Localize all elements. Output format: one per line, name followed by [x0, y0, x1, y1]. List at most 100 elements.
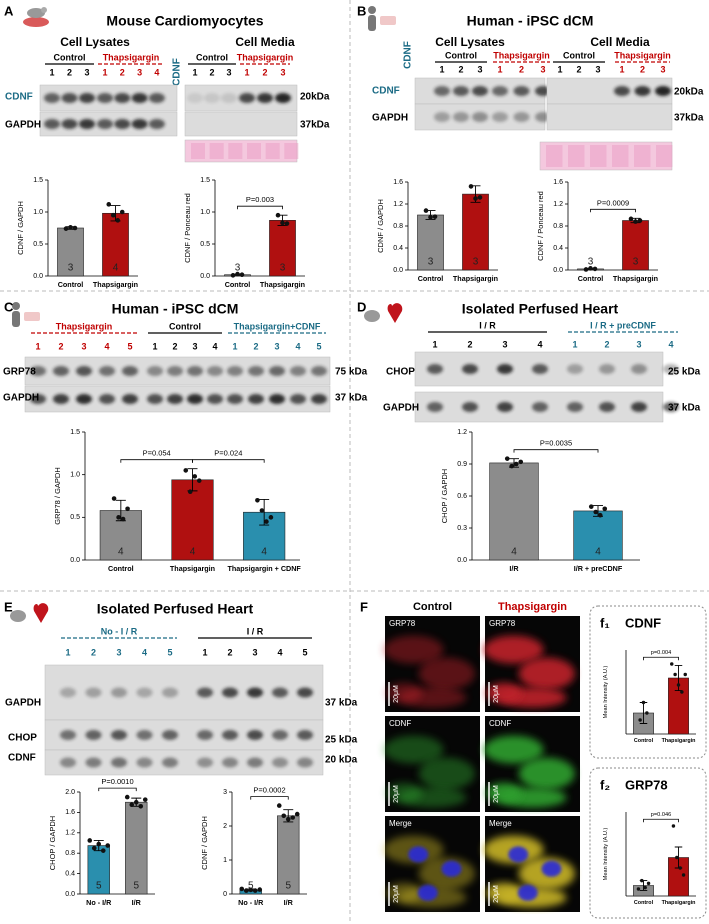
panel-label: C [4, 299, 14, 314]
ponceau-lane [634, 145, 651, 167]
data-point [509, 463, 515, 469]
blot-band [114, 119, 131, 129]
blot-band [311, 394, 327, 404]
group-label: Thapsigargin [493, 50, 550, 60]
x-tick-label: Control [225, 280, 251, 289]
p-value: P=0.0010 [101, 777, 133, 786]
lane-label: 2 [576, 64, 581, 74]
data-point [636, 887, 641, 891]
blot-band [111, 757, 127, 768]
nucleus [541, 860, 562, 877]
data-point [285, 816, 291, 822]
blot-band [532, 402, 548, 412]
lane-label: 2 [640, 64, 645, 74]
ponceau-lane [228, 143, 243, 159]
blot-band [79, 119, 95, 129]
blot-band [269, 394, 285, 404]
n-label: 3 [280, 263, 286, 274]
y-tick-label: 0.4 [393, 245, 403, 252]
data-point [275, 212, 281, 218]
y-tick-label: 0.4 [553, 245, 563, 252]
y-tick-label: 0.0 [457, 557, 467, 564]
data-point [640, 878, 644, 883]
nucleus [417, 884, 438, 901]
data-point [678, 866, 682, 870]
x-tick-label: Thapsigargin [93, 280, 138, 289]
data-point [423, 208, 429, 213]
data-point [671, 824, 676, 828]
n-label: 3 [473, 257, 479, 268]
lane-label: 1 [244, 67, 249, 77]
blot-band [60, 730, 76, 740]
x-tick-label: Control [634, 900, 654, 906]
panel-title: Human - iPSC dCM [467, 13, 594, 29]
row-label: CDNF [5, 92, 33, 103]
group-label: I / R [247, 626, 264, 636]
cell-signal [486, 682, 522, 703]
blot-band [197, 757, 213, 768]
blot-band [99, 394, 115, 404]
group-label: I / R + preCDNF [590, 320, 656, 330]
blot-band [472, 112, 488, 122]
data-point [243, 888, 249, 893]
scale-bar-label: 20μM [393, 885, 400, 903]
group-label: Control [169, 321, 201, 331]
blot-band [614, 86, 630, 96]
subpanel-box [589, 767, 707, 919]
data-point [602, 506, 608, 512]
row-label: CHOP [386, 367, 415, 378]
ponceau-lane [656, 145, 673, 167]
nucleus [517, 884, 538, 901]
cell-signal [383, 735, 444, 764]
data-point [597, 512, 603, 518]
blot-band [297, 730, 313, 740]
human-icon [12, 302, 40, 327]
stain-label: CDNF [489, 719, 511, 728]
lane-label: 1 [152, 341, 157, 351]
lane-label: 2 [209, 67, 214, 77]
blot-band [85, 730, 102, 740]
x-tick-label: Control [58, 280, 84, 289]
data-point [583, 267, 589, 272]
data-point [638, 718, 642, 722]
data-point [428, 214, 433, 220]
blot-band [462, 364, 478, 374]
lane-label: 3 [274, 341, 279, 351]
kda-label: 37kDa [300, 120, 330, 131]
data-point [248, 887, 254, 893]
panel-title: Isolated Perfused Heart [462, 301, 619, 317]
y-tick-label: 0.5 [33, 241, 43, 248]
lane-label: 3 [502, 339, 507, 349]
lane-label: 2 [120, 67, 125, 77]
bar [622, 220, 649, 271]
data-point [116, 515, 121, 520]
lane-label: 3 [116, 647, 121, 657]
data-point [68, 225, 73, 230]
lane-label: 3 [477, 64, 482, 74]
y-tick-label: 0.8 [553, 223, 563, 230]
blot-band [599, 402, 615, 412]
lane-label: 3 [137, 67, 142, 77]
lane-label: 3 [280, 67, 285, 77]
y-tick-label: 0.6 [457, 493, 467, 500]
lane-label: 2 [458, 64, 463, 74]
data-point [255, 497, 260, 503]
data-point [120, 516, 126, 522]
data-point [518, 459, 524, 465]
data-point [683, 672, 687, 677]
blot-band [122, 394, 138, 404]
blot-band [513, 112, 530, 122]
data-point [192, 474, 198, 479]
lane-label: 5 [316, 341, 321, 351]
blot-band [167, 394, 183, 404]
row-label: GAPDH [5, 120, 41, 131]
kda-label: 37kDa [674, 113, 704, 124]
y-axis-label: CDNF / Ponceau red [183, 193, 192, 263]
n-label: 5 [96, 881, 102, 892]
kda-label: 37 kDa [325, 698, 358, 709]
significance-bracket [590, 208, 636, 213]
data-point [87, 838, 93, 843]
blot-band [434, 112, 450, 122]
data-point [115, 218, 121, 223]
